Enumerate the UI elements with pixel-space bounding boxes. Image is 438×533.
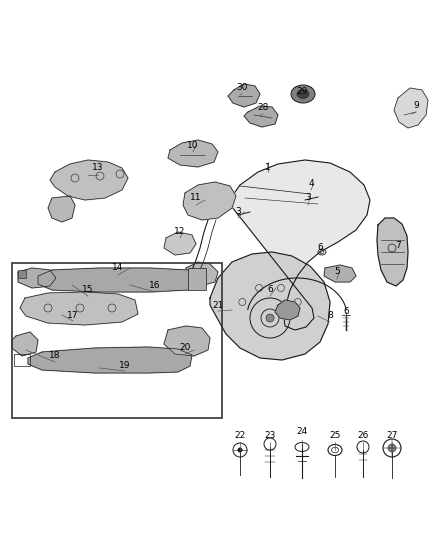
Polygon shape [12,332,38,356]
Polygon shape [210,252,330,360]
Polygon shape [394,88,428,128]
Polygon shape [28,347,192,373]
Text: 22: 22 [234,431,246,440]
Polygon shape [50,160,128,200]
Text: 13: 13 [92,164,104,173]
Text: 7: 7 [395,240,401,249]
Bar [14,354,30,366]
Text: 11: 11 [190,193,202,203]
Text: 28: 28 [257,103,268,112]
Text: 3: 3 [305,193,311,203]
Polygon shape [186,262,218,286]
Text: 18: 18 [49,351,61,359]
Polygon shape [164,232,196,255]
Text: 5: 5 [334,268,340,277]
Text: 24: 24 [297,427,307,437]
Circle shape [237,448,243,453]
Polygon shape [48,196,75,222]
Text: 14: 14 [112,263,124,272]
Polygon shape [228,84,260,107]
Text: 20: 20 [179,343,191,352]
Text: 1: 1 [265,164,271,173]
Text: 10: 10 [187,141,199,149]
Circle shape [388,444,396,452]
Text: 26: 26 [357,431,369,440]
Text: 21: 21 [212,301,224,310]
Text: 23: 23 [264,431,276,440]
Ellipse shape [297,90,309,99]
Text: 6: 6 [267,286,273,295]
Circle shape [266,314,274,322]
Text: 6: 6 [343,308,349,317]
Text: 17: 17 [67,311,79,319]
Polygon shape [168,140,218,167]
Text: 15: 15 [82,286,94,295]
Text: 16: 16 [149,280,161,289]
Polygon shape [164,326,210,356]
Text: 30: 30 [236,84,248,93]
Text: 8: 8 [327,311,333,319]
Bar [12,263,222,418]
Bar [188,268,206,290]
Polygon shape [377,218,408,286]
Text: 12: 12 [174,228,186,237]
Polygon shape [183,182,236,220]
Polygon shape [18,268,56,288]
Text: 27: 27 [386,431,398,440]
Bar [18,270,26,278]
Polygon shape [20,292,138,325]
Polygon shape [228,160,370,330]
Text: 4: 4 [308,179,314,188]
Text: 19: 19 [119,360,131,369]
Text: 6: 6 [317,244,323,253]
Polygon shape [244,106,278,127]
Ellipse shape [291,85,315,103]
Text: 29: 29 [297,87,307,96]
Text: 25: 25 [329,431,341,440]
Polygon shape [275,300,300,320]
Text: 9: 9 [413,101,419,109]
Polygon shape [38,268,200,292]
Polygon shape [324,265,356,282]
Text: 3: 3 [235,206,241,215]
